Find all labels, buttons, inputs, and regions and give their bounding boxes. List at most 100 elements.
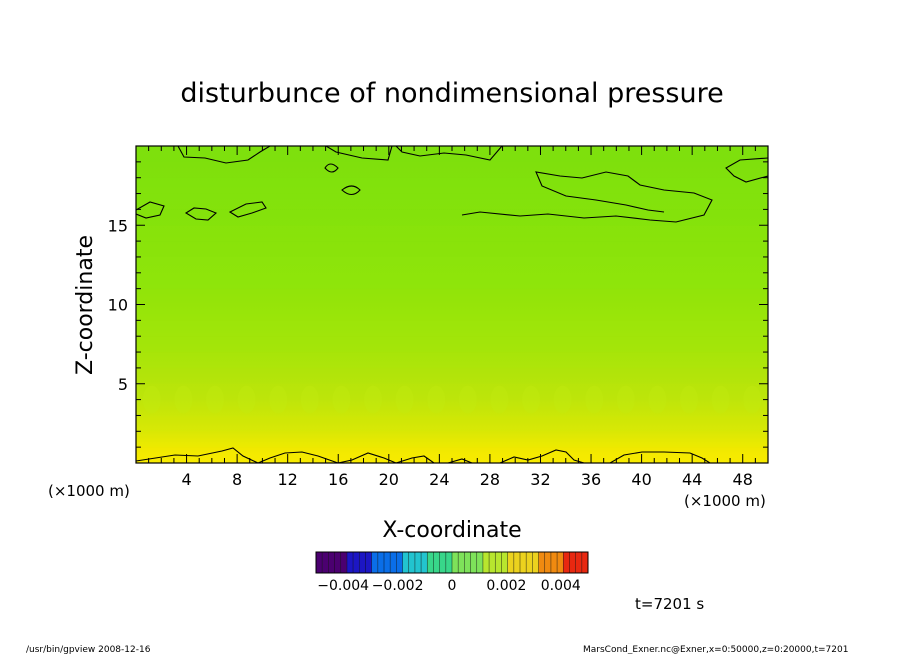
field-row-11 bbox=[136, 273, 768, 289]
field-cell-10 bbox=[458, 385, 477, 414]
footer-left: /usr/bin/gpview 2008-12-16 bbox=[26, 645, 151, 654]
colorbar-swatch-36 bbox=[538, 552, 545, 573]
field-row-8 bbox=[136, 320, 768, 337]
field-row-0 bbox=[136, 447, 768, 463]
chart-title: disturbunce of nondimensional pressure bbox=[180, 78, 723, 109]
y-tick-label-1: 10 bbox=[108, 296, 128, 315]
field-row-16 bbox=[136, 193, 768, 210]
x-tick-label-5: 24 bbox=[429, 470, 449, 489]
field-row-2 bbox=[136, 415, 768, 432]
field-cell-11 bbox=[490, 385, 509, 414]
field-row-6 bbox=[136, 352, 768, 368]
contour-right-band bbox=[461, 171, 713, 223]
colorbar-swatch-20 bbox=[439, 552, 446, 573]
field-cell-3 bbox=[237, 385, 256, 414]
field-row-1 bbox=[136, 431, 768, 448]
x-tick-label-6: 28 bbox=[480, 470, 500, 489]
colorbar-swatch-39 bbox=[557, 552, 564, 573]
colorbar-swatch-11 bbox=[384, 552, 391, 573]
colorbar-swatch-19 bbox=[433, 552, 440, 573]
colorbar-swatch-14 bbox=[402, 552, 409, 573]
colorbar-swatch-12 bbox=[390, 552, 397, 573]
contour-left bbox=[136, 201, 165, 219]
colorbar-tick-label-0: −0.004 bbox=[317, 578, 369, 594]
field-row-3 bbox=[136, 399, 768, 416]
colorbar-swatch-32 bbox=[513, 552, 520, 573]
contour-blob-2 bbox=[341, 185, 361, 196]
colorbar-swatch-25 bbox=[470, 552, 477, 573]
field-row-9 bbox=[136, 305, 768, 321]
colorbar-swatch-31 bbox=[507, 552, 514, 573]
contour-top-1 bbox=[177, 146, 271, 164]
field-row-12 bbox=[136, 257, 768, 273]
colorbar-tick-label-4: 0.004 bbox=[541, 578, 581, 594]
colorbar-swatch-22 bbox=[452, 552, 459, 573]
x-tick-label-1: 8 bbox=[232, 470, 242, 489]
colorbar-swatch-18 bbox=[427, 552, 434, 573]
contour-blob-1 bbox=[324, 163, 339, 173]
field-row-13 bbox=[136, 241, 768, 257]
contour-top-3 bbox=[395, 146, 503, 161]
field-cell-12 bbox=[522, 385, 540, 414]
field-cell-17 bbox=[680, 385, 698, 414]
colorbar-swatch-40 bbox=[563, 552, 570, 573]
contour-top-right bbox=[725, 157, 768, 183]
colorbar-swatch-1 bbox=[322, 552, 329, 573]
contour-layer bbox=[136, 146, 768, 463]
x-axis-label: X-coordinate bbox=[382, 518, 521, 543]
colorbar-swatch-26 bbox=[476, 552, 483, 573]
x-tick-label-4: 20 bbox=[379, 470, 399, 489]
field-cell-16 bbox=[648, 385, 667, 414]
field-background bbox=[136, 146, 768, 463]
colorbar-swatch-2 bbox=[328, 552, 335, 573]
plot-area bbox=[136, 146, 768, 463]
x-tick-label-10: 44 bbox=[682, 470, 702, 489]
colorbar-swatch-43 bbox=[581, 552, 588, 573]
colorbar-swatch-37 bbox=[544, 552, 551, 573]
y-tick-label-2: 15 bbox=[108, 216, 128, 235]
colorbar-swatch-3 bbox=[334, 552, 341, 573]
x-tick-label-3: 16 bbox=[328, 470, 348, 489]
colorbar-swatch-9 bbox=[371, 552, 378, 573]
x-tick-label-7: 32 bbox=[530, 470, 550, 489]
x-tick-label-11: 48 bbox=[733, 470, 753, 489]
colorbar-swatch-16 bbox=[414, 552, 422, 573]
field-row-5 bbox=[136, 367, 768, 384]
colorbar-swatch-27 bbox=[482, 552, 490, 573]
field-cell-7 bbox=[364, 385, 382, 414]
contour-left-2 bbox=[184, 207, 218, 221]
colorbar-swatch-41 bbox=[569, 552, 576, 573]
colorbar-swatch-42 bbox=[575, 552, 582, 573]
colorbar-swatch-8 bbox=[365, 552, 372, 573]
x-unit-label-left: (×1000 m) bbox=[48, 482, 130, 500]
field-row-17 bbox=[136, 177, 768, 194]
colorbar-swatch-0 bbox=[316, 552, 323, 573]
field-cell-2 bbox=[206, 385, 224, 414]
field-cell-5 bbox=[300, 385, 319, 414]
field-row-18 bbox=[136, 161, 768, 178]
field-cell-19 bbox=[743, 385, 762, 414]
colorbar-swatch-34 bbox=[526, 552, 533, 573]
colorbar-swatch-33 bbox=[520, 552, 527, 573]
field-row-15 bbox=[136, 209, 768, 226]
field-cell-8 bbox=[395, 385, 414, 414]
field-cell-18 bbox=[711, 385, 730, 414]
field-row-4 bbox=[136, 383, 768, 400]
x-tick-label-8: 36 bbox=[581, 470, 601, 489]
x-tick-label-0: 4 bbox=[181, 470, 191, 489]
time-label: t=7201 s bbox=[635, 595, 704, 613]
y-tick-label-0: 5 bbox=[118, 375, 128, 394]
colorbar-tick-label-3: 0.002 bbox=[486, 578, 526, 594]
colorbar-swatch-38 bbox=[550, 552, 558, 573]
colorbar-swatch-13 bbox=[396, 552, 403, 573]
x-tick-label-9: 40 bbox=[631, 470, 651, 489]
colorbar-swatch-6 bbox=[353, 552, 360, 573]
colorbar-swatch-24 bbox=[464, 552, 471, 573]
x-tick-label-2: 12 bbox=[278, 470, 298, 489]
field-cell-15 bbox=[616, 385, 635, 414]
colorbar-tick-label-2: 0 bbox=[448, 578, 457, 594]
colorbar-frame bbox=[315, 551, 589, 574]
